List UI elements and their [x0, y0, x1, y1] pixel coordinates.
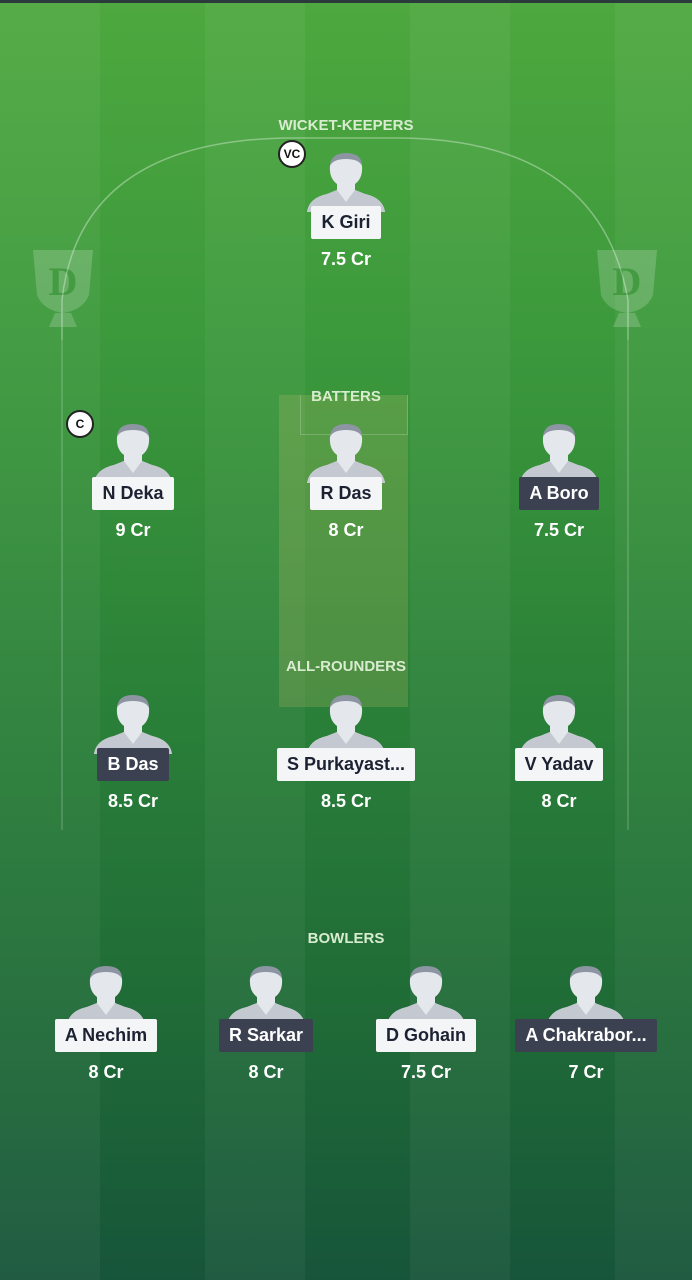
- player-card[interactable]: N Deka 9 Cr: [53, 423, 213, 541]
- captain-badge: C: [66, 410, 94, 438]
- section-all-rounders: ALL-ROUNDERS: [286, 658, 406, 675]
- player-name: R Das: [310, 477, 382, 510]
- player-name: K Giri: [311, 206, 381, 239]
- player-price: 7.5 Cr: [533, 520, 585, 540]
- player-avatar-icon: [520, 695, 598, 754]
- player-price: 7.5 Cr: [400, 1062, 452, 1082]
- player-avatar-icon: [307, 424, 385, 483]
- player-name: R Sarkar: [218, 1019, 314, 1052]
- trophy-logo-left: D: [33, 250, 93, 327]
- player-price: 7.5 Cr: [320, 249, 372, 269]
- svg-text:D: D: [49, 259, 78, 304]
- player-name: N Deka: [92, 477, 174, 510]
- player-avatar-icon: [387, 966, 465, 1025]
- player-card[interactable]: A Chakrabor... 7 Cr: [506, 965, 666, 1083]
- svg-text:D: D: [613, 259, 642, 304]
- player-avatar-icon: [94, 695, 172, 754]
- player-price: 8 Cr: [541, 791, 577, 811]
- player-avatar-icon: [520, 424, 598, 483]
- player-price: 8 Cr: [328, 520, 364, 540]
- player-card[interactable]: B Das 8.5 Cr: [53, 694, 213, 812]
- player-price: 8 Cr: [248, 1062, 284, 1082]
- player-name: B Das: [97, 748, 169, 781]
- player-avatar-icon: [67, 966, 145, 1025]
- section-batters: BATTERS: [311, 388, 381, 405]
- player-price: 7 Cr: [568, 1062, 604, 1082]
- player-name: D Gohain: [376, 1019, 476, 1052]
- player-card[interactable]: D Gohain 7.5 Cr: [346, 965, 506, 1083]
- player-price: 8 Cr: [88, 1062, 124, 1082]
- player-avatar-icon: [94, 424, 172, 483]
- player-name: A Chakrabor...: [515, 1019, 657, 1052]
- player-card[interactable]: R Das 8 Cr: [266, 423, 426, 541]
- player-card[interactable]: S Purkayast... 8.5 Cr: [266, 694, 426, 812]
- player-avatar-icon: [307, 153, 385, 212]
- player-price: 8.5 Cr: [107, 791, 159, 811]
- player-avatar-icon: [307, 695, 385, 754]
- player-card[interactable]: A Nechim 8 Cr: [26, 965, 186, 1083]
- status-bar: [0, 0, 692, 3]
- vice-captain-badge: VC: [278, 140, 306, 168]
- trophy-logo-right: D: [597, 250, 657, 327]
- player-name: A Boro: [519, 477, 599, 510]
- section-wicket-keepers: WICKET-KEEPERS: [278, 117, 414, 134]
- player-name: S Purkayast...: [276, 748, 416, 781]
- player-card[interactable]: K Giri 7.5 Cr: [266, 152, 426, 270]
- player-avatar-icon: [547, 966, 625, 1025]
- player-name: A Nechim: [54, 1019, 158, 1052]
- player-name: V Yadav: [514, 748, 604, 781]
- player-avatar-icon: [227, 966, 305, 1025]
- player-price: 8.5 Cr: [320, 791, 372, 811]
- player-card[interactable]: A Boro 7.5 Cr: [479, 423, 639, 541]
- player-card[interactable]: V Yadav 8 Cr: [479, 694, 639, 812]
- player-card[interactable]: R Sarkar 8 Cr: [186, 965, 346, 1083]
- player-price: 9 Cr: [115, 520, 151, 540]
- section-bowlers: BOWLERS: [307, 930, 385, 947]
